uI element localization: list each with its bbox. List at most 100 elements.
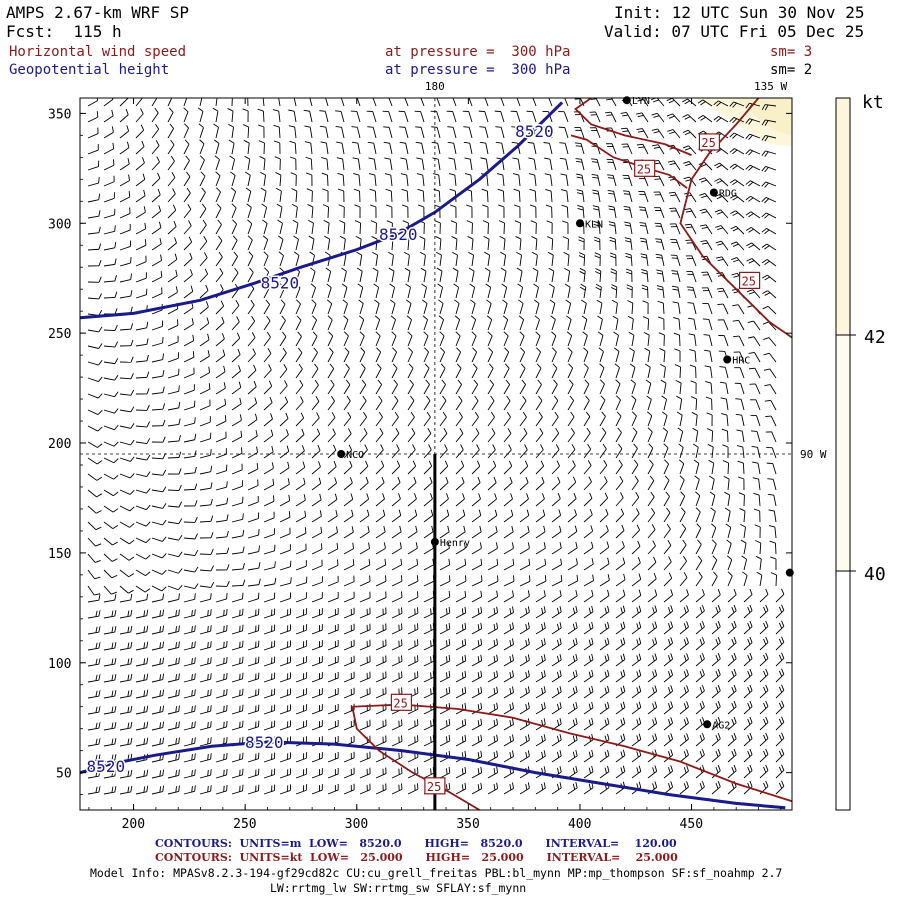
wind-barb-flag <box>533 299 540 304</box>
wind-barb <box>567 427 575 443</box>
wind-barb-flag <box>130 373 134 379</box>
wind-barb-shaft <box>167 663 179 667</box>
wind-barb-shaft <box>119 553 130 561</box>
wind-barb-shaft <box>327 645 339 651</box>
wind-barb-flag <box>681 523 687 529</box>
wind-barb-flag <box>363 428 368 434</box>
wind-barb-flag <box>162 370 165 377</box>
wind-barb-flag <box>544 575 547 582</box>
wind-barb-flag <box>493 476 497 483</box>
wind-barb-flag <box>114 308 118 315</box>
wind-barb-flag <box>127 658 130 665</box>
wind-barb-flag <box>692 443 699 448</box>
wind-barb-shaft <box>407 644 419 651</box>
wind-barb-flag <box>477 640 480 647</box>
wind-barb-flag <box>654 637 658 644</box>
wind-barb-flag <box>736 429 743 432</box>
wind-barb-shaft <box>535 384 542 395</box>
wind-barb-shaft <box>263 239 269 251</box>
wind-barb-flag <box>701 211 708 214</box>
wind-barb-flag <box>178 593 180 600</box>
wind-barb-flag <box>664 475 670 481</box>
wind-barb-flag <box>575 158 582 160</box>
wind-barb-flag <box>330 379 335 386</box>
wind-barb <box>503 379 511 395</box>
wind-barb-flag <box>526 509 530 516</box>
wind-barb-shaft <box>407 547 418 555</box>
wind-barb <box>455 428 464 443</box>
wind-barb-flag <box>432 157 439 160</box>
wind-barb-shaft <box>535 580 547 587</box>
wind-barb <box>87 585 101 596</box>
wind-barb <box>295 461 306 475</box>
wind-barb <box>278 251 284 267</box>
wind-barb-shaft <box>310 158 313 171</box>
wind-barb-flag <box>640 253 647 256</box>
wind-barb-shaft <box>183 569 195 573</box>
wind-barb <box>482 204 489 219</box>
wind-barb <box>487 558 499 571</box>
wind-barb-flag <box>250 299 255 306</box>
wind-barb-flag <box>403 236 410 240</box>
wind-barb-flag <box>130 439 135 446</box>
wind-barb-shaft <box>658 175 665 187</box>
wind-barb-flag <box>304 125 311 128</box>
wind-barb <box>503 331 509 347</box>
wind-barb <box>450 204 457 219</box>
wind-barb <box>151 469 167 476</box>
wind-barb <box>295 477 306 491</box>
wind-barb-flag <box>367 126 374 128</box>
wind-barb-flag <box>361 363 366 369</box>
wind-barb <box>87 537 102 547</box>
wind-barb-flag <box>111 558 118 562</box>
wind-barb <box>583 363 589 379</box>
wind-barb-shaft <box>711 447 714 459</box>
wind-barb-shaft <box>103 521 114 529</box>
wind-barb-shaft <box>749 102 761 107</box>
wind-barb-flag <box>700 116 706 121</box>
wind-barb <box>326 299 333 315</box>
wind-barb-flag <box>145 554 151 560</box>
wind-barb <box>87 243 102 251</box>
wind-barb-shaft <box>343 548 354 555</box>
wind-barb-shaft <box>679 479 685 491</box>
wind-barb-shaft <box>519 239 522 251</box>
wind-barb-flag <box>114 626 117 633</box>
wind-barb-flag <box>144 588 151 593</box>
wind-barb <box>151 156 160 171</box>
wind-barb-flag <box>254 397 258 404</box>
wind-barb-flag <box>448 638 451 646</box>
wind-barb-flag <box>572 476 577 483</box>
wind-barb-flag <box>762 290 768 294</box>
wind-barb-shaft <box>423 564 434 571</box>
wind-barb <box>135 354 149 363</box>
wind-barb-flag <box>671 270 678 272</box>
wind-barb-flag <box>717 637 721 643</box>
wind-barb <box>769 540 777 555</box>
wind-barb-shaft <box>471 384 479 395</box>
wind-barb-flag <box>560 173 567 176</box>
wind-barb-flag <box>400 558 403 565</box>
wind-barb-flag <box>575 589 578 597</box>
wind-barb-flag <box>576 574 579 581</box>
wind-barb-shaft <box>615 416 622 427</box>
wind-barb-shaft <box>215 486 227 491</box>
wind-barb <box>198 123 204 139</box>
wind-barb <box>609 252 617 267</box>
wind-barb-flag <box>288 494 291 501</box>
wind-barb <box>686 270 697 283</box>
wind-barb <box>295 560 307 571</box>
wind-barb <box>647 459 654 475</box>
wind-barb <box>375 542 386 555</box>
wind-barb <box>272 109 281 123</box>
wind-barb <box>694 475 700 491</box>
wind-barb-flag <box>112 508 119 513</box>
wind-barb-flag <box>258 140 265 144</box>
wind-barb-shaft <box>183 537 195 540</box>
wind-barb <box>327 526 338 539</box>
wind-barb <box>295 428 305 443</box>
wind-barb-shaft <box>391 271 395 283</box>
wind-barb <box>295 347 303 363</box>
wind-barb-flag <box>709 491 716 496</box>
wind-barb <box>450 220 457 235</box>
